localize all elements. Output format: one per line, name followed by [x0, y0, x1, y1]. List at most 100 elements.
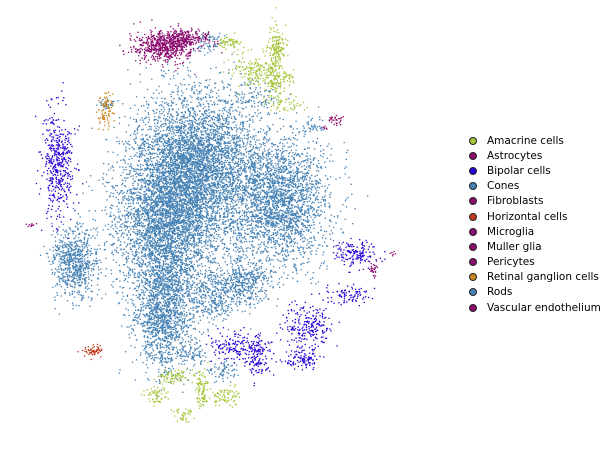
data-point — [227, 189, 229, 191]
data-point — [252, 174, 255, 177]
data-point — [208, 150, 210, 152]
data-point — [185, 144, 187, 147]
data-point — [218, 143, 220, 146]
data-point — [200, 179, 202, 182]
data-point — [179, 82, 182, 85]
data-point — [234, 145, 236, 148]
data-point — [155, 187, 157, 189]
data-point — [247, 139, 249, 141]
data-point — [153, 118, 156, 121]
data-point — [238, 207, 240, 209]
data-point — [192, 131, 195, 134]
data-point — [165, 180, 168, 183]
data-point — [205, 116, 207, 118]
data-point — [210, 110, 212, 113]
data-point — [122, 158, 125, 160]
data-point — [232, 142, 235, 144]
data-point — [202, 229, 205, 232]
data-point — [199, 190, 201, 193]
data-point — [139, 150, 141, 153]
data-point — [167, 175, 169, 177]
data-point — [191, 125, 193, 127]
data-point — [198, 101, 200, 104]
data-point — [201, 199, 204, 202]
data-point — [245, 241, 248, 243]
data-point — [205, 150, 207, 153]
data-point — [257, 131, 259, 133]
data-point — [222, 123, 225, 126]
data-point — [201, 192, 204, 195]
data-point — [203, 110, 206, 113]
data-point — [154, 125, 156, 127]
data-point — [157, 119, 159, 122]
data-point — [195, 156, 198, 158]
data-point — [198, 153, 201, 155]
data-point — [190, 176, 192, 178]
data-point — [171, 118, 173, 120]
data-point — [201, 172, 203, 174]
data-point — [171, 246, 174, 248]
data-point — [279, 117, 281, 120]
data-point — [133, 130, 136, 133]
data-point — [165, 72, 167, 75]
data-point — [167, 161, 170, 163]
data-point — [168, 182, 170, 184]
data-point — [201, 140, 203, 143]
data-point — [135, 209, 137, 211]
data-point — [156, 125, 159, 127]
data-point — [178, 166, 181, 168]
data-point — [178, 141, 181, 144]
data-point — [188, 178, 190, 180]
data-point — [203, 139, 206, 142]
data-point — [115, 249, 118, 252]
data-point — [224, 223, 227, 226]
data-point — [151, 163, 154, 165]
data-point — [183, 206, 185, 209]
data-point — [151, 144, 153, 147]
data-point — [212, 194, 214, 197]
data-point — [185, 124, 187, 127]
data-point — [208, 221, 210, 224]
data-point — [202, 107, 205, 110]
data-point — [172, 130, 174, 132]
data-point — [228, 181, 231, 183]
data-point — [193, 156, 196, 159]
data-point — [107, 151, 109, 153]
data-point — [147, 186, 150, 189]
data-point — [240, 121, 242, 124]
data-point — [168, 122, 170, 125]
data-point — [174, 121, 177, 123]
data-point — [189, 129, 192, 132]
data-point — [222, 198, 224, 201]
data-point — [235, 137, 238, 140]
data-point — [228, 141, 230, 143]
data-point — [194, 49, 196, 52]
data-point — [207, 136, 210, 139]
data-point — [166, 188, 168, 191]
data-point — [72, 307, 74, 310]
data-point — [178, 97, 180, 99]
data-point — [204, 86, 207, 88]
data-point — [156, 161, 159, 163]
data-point — [218, 180, 220, 182]
data-point — [133, 155, 136, 157]
data-point — [158, 117, 160, 119]
data-point — [212, 239, 215, 242]
data-point — [170, 95, 172, 98]
data-point — [218, 183, 221, 185]
data-point — [215, 140, 218, 143]
data-point — [188, 138, 190, 141]
data-point — [210, 132, 213, 135]
data-point — [170, 100, 173, 102]
data-point — [147, 149, 150, 151]
data-point — [196, 175, 199, 178]
data-point — [233, 115, 235, 118]
data-point — [217, 155, 220, 158]
data-point — [141, 168, 143, 171]
data-point — [266, 113, 269, 115]
data-point — [224, 173, 227, 176]
data-point — [152, 164, 154, 167]
data-point — [208, 103, 210, 105]
data-point — [185, 207, 187, 209]
data-point — [220, 143, 222, 146]
